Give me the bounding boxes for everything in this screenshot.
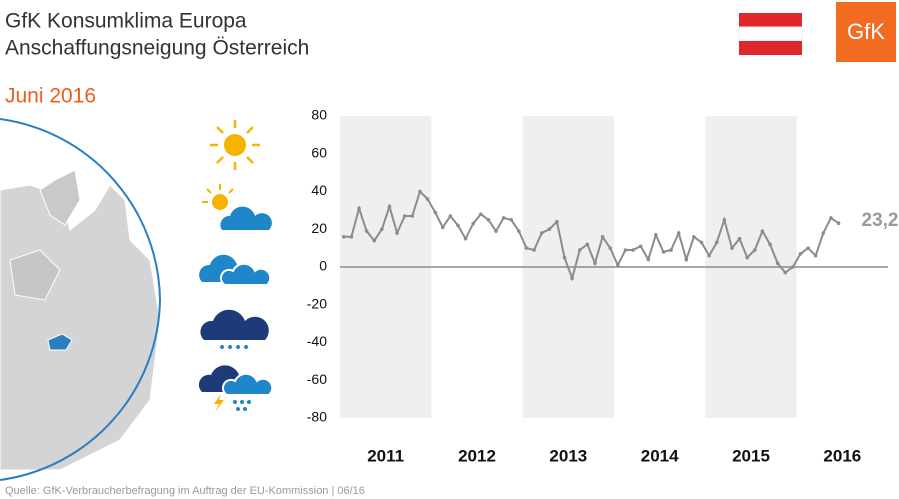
point xyxy=(547,227,552,232)
value-label: 23,2 xyxy=(862,210,899,231)
point xyxy=(821,231,826,235)
title: GfK Konsumklima Europa xyxy=(5,10,247,33)
point xyxy=(402,214,407,218)
point xyxy=(753,248,757,252)
y-tick-label: -40 xyxy=(307,333,327,349)
point xyxy=(654,233,658,237)
point xyxy=(448,214,453,218)
point xyxy=(661,250,666,254)
subtitle: Anschaffungsneigung Österreich xyxy=(5,37,309,60)
point xyxy=(722,218,727,222)
point xyxy=(486,218,491,222)
point xyxy=(646,257,651,262)
point xyxy=(425,197,430,201)
x-tick-label: 2011 xyxy=(367,446,404,465)
point xyxy=(387,204,392,209)
point xyxy=(806,246,810,250)
x-tick-label: 2016 xyxy=(823,446,861,465)
point xyxy=(532,248,536,252)
point xyxy=(570,276,574,281)
point xyxy=(676,231,681,235)
point xyxy=(562,255,567,260)
x-tick-label: 2015 xyxy=(732,446,770,465)
logo-box xyxy=(836,2,896,62)
plot: 2011 2012 2013 2014 2015 2016 80 60 40 20 0 -20 -40 -… xyxy=(307,107,899,466)
point xyxy=(555,219,559,224)
y-tick-label: 20 xyxy=(311,220,327,236)
point xyxy=(539,231,544,235)
y-tick-label: 60 xyxy=(311,144,327,160)
point xyxy=(836,221,841,226)
y-tick-label: 0 xyxy=(319,258,327,274)
point xyxy=(479,212,483,216)
point xyxy=(593,261,597,266)
x-tick-label: 2012 xyxy=(458,446,496,465)
flag xyxy=(738,13,803,55)
point xyxy=(737,236,742,241)
logo: GfK xyxy=(847,19,885,44)
point xyxy=(631,248,635,252)
point xyxy=(471,221,475,226)
period: Juni 2016 xyxy=(5,85,96,108)
point xyxy=(707,253,711,258)
point xyxy=(768,242,772,247)
point xyxy=(775,261,780,266)
point xyxy=(791,265,795,269)
point xyxy=(433,210,437,215)
point xyxy=(577,248,582,252)
point xyxy=(623,248,628,252)
map xyxy=(0,118,162,481)
point xyxy=(745,255,749,260)
point xyxy=(616,263,620,267)
point xyxy=(357,206,361,211)
point xyxy=(349,235,354,239)
point xyxy=(692,235,696,239)
point xyxy=(783,270,788,275)
point xyxy=(669,248,673,252)
point xyxy=(463,236,468,241)
point xyxy=(829,216,833,220)
point xyxy=(699,240,704,245)
point xyxy=(372,238,377,243)
point xyxy=(364,229,369,233)
x-tick-label: 2013 xyxy=(549,446,587,465)
point xyxy=(380,227,384,232)
y-tick-label: 40 xyxy=(311,182,327,198)
point xyxy=(524,246,529,250)
point xyxy=(638,244,643,249)
point xyxy=(517,229,521,233)
point xyxy=(418,189,422,194)
point xyxy=(714,240,719,245)
y-tick-label: 80 xyxy=(311,107,327,123)
source: Quelle: GfK-Verbraucherbefragung im Auft… xyxy=(5,485,365,497)
point xyxy=(798,251,803,256)
y-tick-label: -80 xyxy=(307,409,327,425)
point xyxy=(395,231,399,235)
y-tick-label: -20 xyxy=(307,295,327,311)
point xyxy=(494,229,498,233)
point xyxy=(509,218,514,222)
point xyxy=(760,229,765,233)
point xyxy=(684,257,689,262)
point xyxy=(501,216,506,220)
x-tick-label: 2014 xyxy=(641,446,679,465)
y-tick-label: -60 xyxy=(307,371,327,387)
point xyxy=(456,223,460,228)
point xyxy=(600,235,605,239)
point xyxy=(342,235,346,239)
point xyxy=(813,253,818,258)
point xyxy=(410,214,415,218)
point xyxy=(585,242,590,247)
point xyxy=(440,225,445,230)
point xyxy=(730,246,734,250)
point xyxy=(608,246,612,250)
weather-icons xyxy=(198,120,274,412)
